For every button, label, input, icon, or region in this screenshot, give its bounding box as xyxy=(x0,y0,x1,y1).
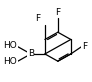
Text: HO: HO xyxy=(3,57,17,66)
Text: HO: HO xyxy=(3,41,17,50)
Text: F: F xyxy=(55,8,60,17)
Text: F: F xyxy=(35,14,40,23)
Text: F: F xyxy=(82,42,87,51)
Text: B: B xyxy=(28,49,34,58)
